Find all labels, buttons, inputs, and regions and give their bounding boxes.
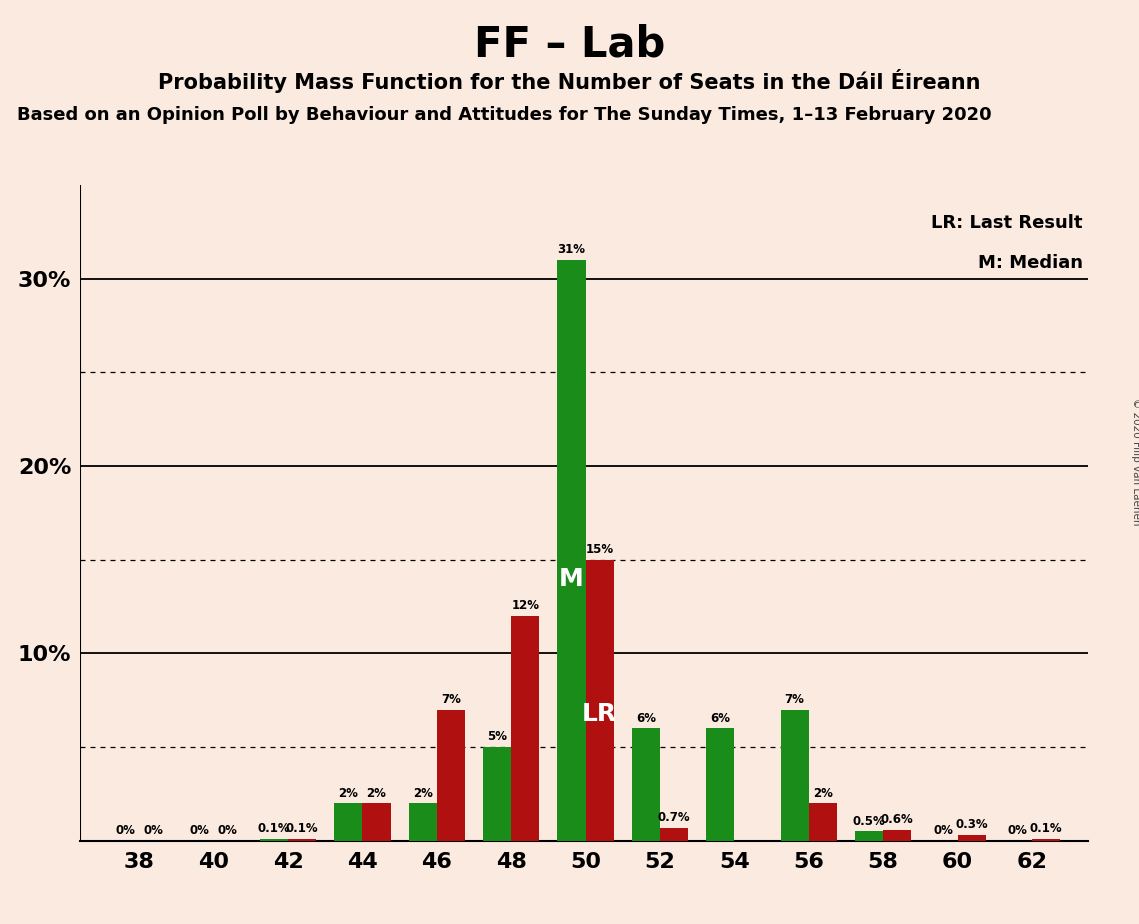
Bar [288, 839, 317, 841]
Text: 0%: 0% [1008, 824, 1027, 837]
Text: M: Median: M: Median [977, 254, 1083, 272]
Text: 6%: 6% [636, 711, 656, 724]
Text: 5%: 5% [487, 730, 507, 744]
Bar [585, 560, 614, 841]
Text: 2%: 2% [367, 786, 386, 799]
Bar [780, 710, 809, 841]
Text: 0.6%: 0.6% [880, 813, 913, 826]
Text: 31%: 31% [557, 243, 585, 256]
Text: LR: LR [582, 702, 617, 726]
Bar [557, 260, 585, 841]
Bar [883, 830, 911, 841]
Text: 0%: 0% [115, 824, 136, 837]
Bar [706, 728, 735, 841]
Text: 7%: 7% [785, 693, 804, 706]
Text: 2%: 2% [338, 786, 359, 799]
Bar [809, 803, 837, 841]
Text: 0.1%: 0.1% [1030, 822, 1063, 835]
Text: 0.1%: 0.1% [257, 822, 290, 835]
Text: Based on an Opinion Poll by Behaviour and Attitudes for The Sunday Times, 1–13 F: Based on an Opinion Poll by Behaviour an… [17, 106, 992, 124]
Text: 0.7%: 0.7% [658, 811, 690, 824]
Text: 0.1%: 0.1% [286, 822, 319, 835]
Text: 6%: 6% [711, 711, 730, 724]
Text: 0%: 0% [934, 824, 953, 837]
Bar [362, 803, 391, 841]
Text: Probability Mass Function for the Number of Seats in the Dáil Éireann: Probability Mass Function for the Number… [158, 69, 981, 93]
Text: 0%: 0% [218, 824, 238, 837]
Text: M: M [559, 567, 584, 591]
Text: 2%: 2% [813, 786, 833, 799]
Text: 0.3%: 0.3% [956, 819, 988, 832]
Bar [632, 728, 659, 841]
Bar [511, 616, 540, 841]
Bar [334, 803, 362, 841]
Bar [958, 835, 986, 841]
Bar [409, 803, 437, 841]
Text: 15%: 15% [585, 543, 614, 556]
Bar [483, 748, 511, 841]
Text: 2%: 2% [412, 786, 433, 799]
Text: 0%: 0% [189, 824, 210, 837]
Bar [260, 839, 288, 841]
Text: 0.5%: 0.5% [853, 815, 885, 828]
Text: © 2020 Filip van Laenen: © 2020 Filip van Laenen [1131, 398, 1139, 526]
Bar [659, 828, 688, 841]
Text: 7%: 7% [441, 693, 461, 706]
Text: 0%: 0% [144, 824, 163, 837]
Text: 12%: 12% [511, 599, 540, 613]
Text: FF – Lab: FF – Lab [474, 23, 665, 65]
Bar [1032, 839, 1060, 841]
Bar [437, 710, 465, 841]
Text: LR: Last Result: LR: Last Result [932, 214, 1083, 232]
Bar [855, 832, 883, 841]
